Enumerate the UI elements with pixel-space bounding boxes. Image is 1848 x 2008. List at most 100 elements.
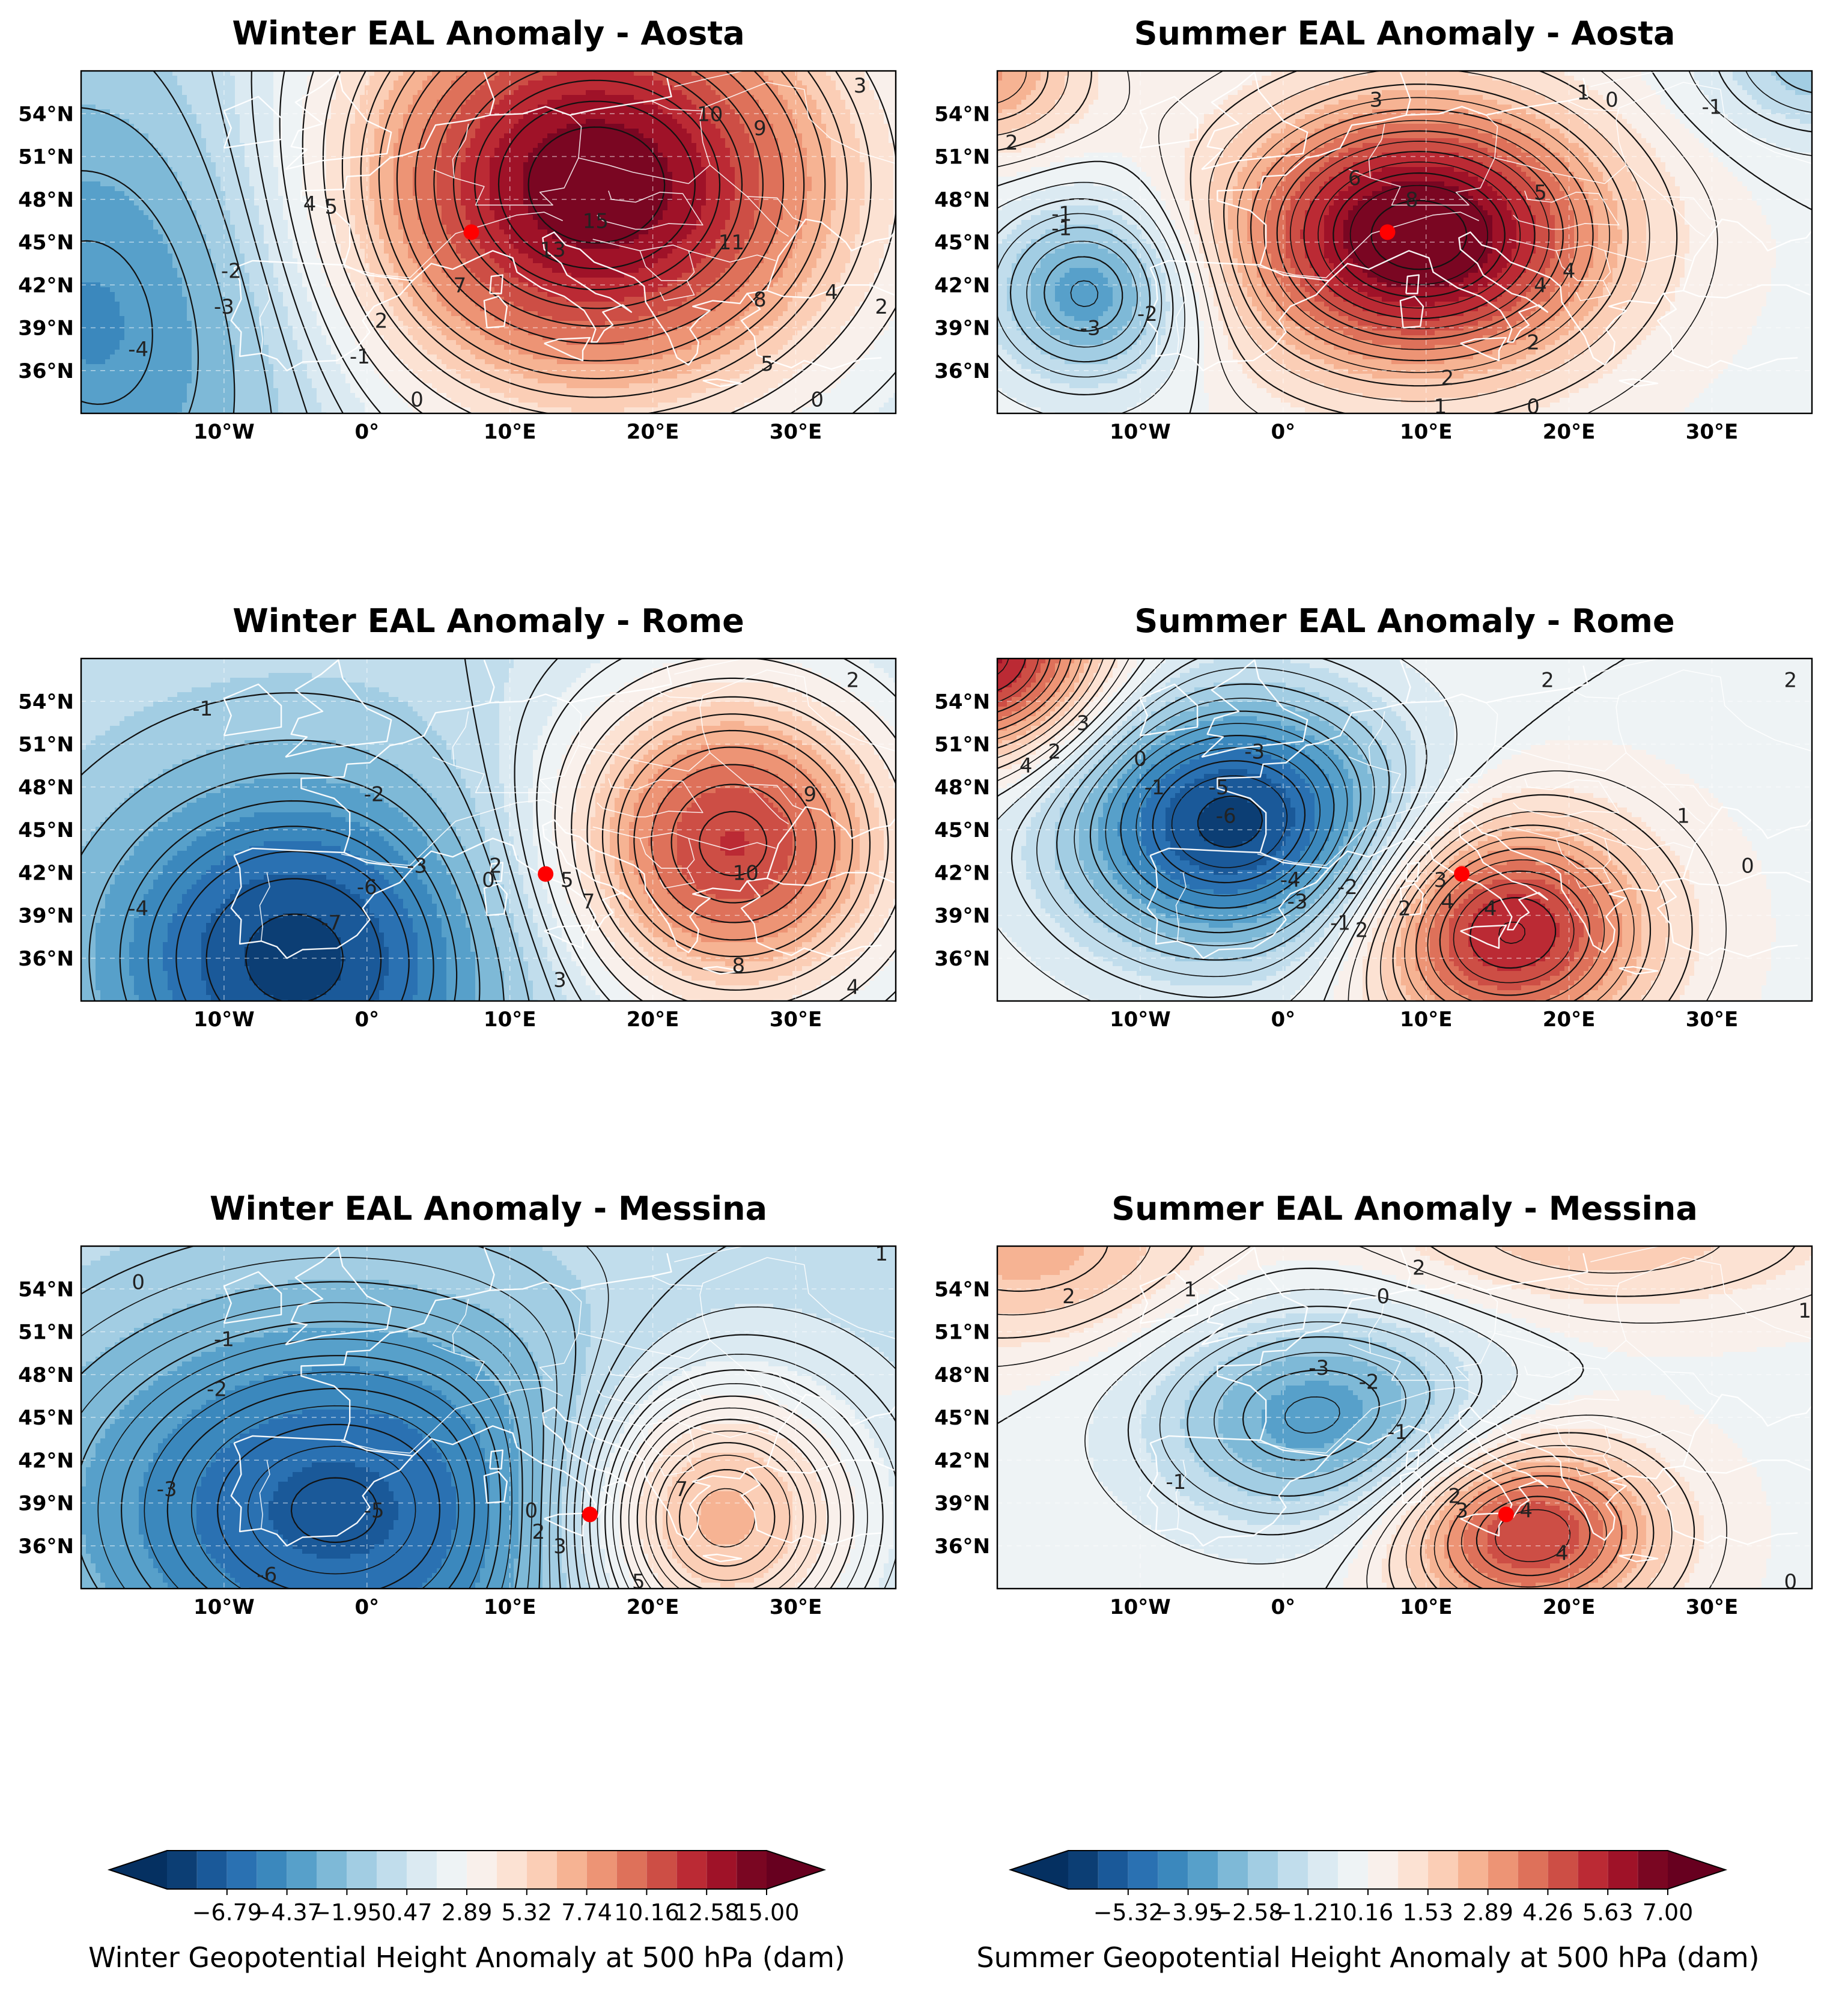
contour-label: 0 [1527, 395, 1540, 419]
contour-label: -7 [321, 911, 341, 935]
contour-fill [997, 1246, 1815, 1593]
contour-label: 3 [553, 1535, 567, 1559]
contour-label: -2 [221, 260, 242, 284]
contour-label: -4 [128, 897, 148, 921]
contour-label: 8 [753, 288, 767, 312]
colorbar-swatch [1458, 1851, 1488, 1889]
contour-label: 3 [1455, 1498, 1468, 1523]
colorbar-swatch [646, 1851, 676, 1889]
contour-fill [81, 1246, 899, 1593]
station-marker [538, 866, 553, 882]
colorbar-swatch [1488, 1851, 1518, 1889]
panel-title: Summer EAL Anomaly - Rome [1134, 602, 1674, 640]
contour-label: 2 [1784, 669, 1797, 693]
colorbar-swatch [437, 1851, 467, 1889]
x-tick-label: 0° [354, 1595, 379, 1619]
y-tick-label: 54°N [18, 690, 74, 714]
contour-label: 0 [1376, 1285, 1390, 1309]
contour-label: -5 [364, 1498, 384, 1523]
colorbar-tick-label: 4.26 [1522, 1899, 1573, 1926]
contour-label: -6 [1216, 804, 1236, 828]
colorbar-tick-label: 2.89 [442, 1899, 493, 1926]
y-tick-label: 48°N [934, 1363, 990, 1387]
x-tick-label: 30°E [1686, 1008, 1739, 1032]
y-tick-label: 39°N [934, 317, 990, 341]
contour-label: 13 [540, 238, 565, 262]
colorbar-swatch [197, 1851, 227, 1889]
y-tick-label: 48°N [934, 776, 990, 800]
x-tick-label: 30°E [770, 1595, 822, 1619]
x-tick-label: 0° [1271, 1595, 1295, 1619]
y-tick-label: 42°N [934, 861, 990, 885]
contour-label: 4 [1441, 890, 1454, 914]
colorbar-swatch [1518, 1851, 1548, 1889]
colorbar-tick-label: 0.16 [1343, 1899, 1394, 1926]
y-tick-label: 36°N [18, 947, 74, 971]
colorbar-swatch [676, 1851, 707, 1889]
contour-label: 2 [846, 669, 860, 693]
y-tick-label: 36°N [934, 947, 990, 971]
contour-label: 2 [1541, 669, 1554, 693]
colorbar-tick-label: 10.16 [614, 1899, 679, 1926]
colorbar-swatch [257, 1851, 287, 1889]
colorbar-extend-min [1011, 1851, 1068, 1889]
y-tick-label: 39°N [934, 904, 990, 928]
y-tick-label: 51°N [934, 733, 990, 757]
x-tick-label: 10°W [1110, 1008, 1171, 1032]
contour-label: 5 [324, 195, 338, 219]
colorbar-swatch [317, 1851, 347, 1889]
contour-label: 0 [1605, 88, 1619, 112]
colorbar-extend-max [1668, 1851, 1725, 1889]
contour-label: 1 [1677, 804, 1690, 828]
contour-fill [81, 71, 899, 418]
panel-title: Winter EAL Anomaly - Rome [233, 602, 744, 640]
contour-label: -3 [1080, 317, 1101, 341]
contour-label: 4 [1519, 1498, 1533, 1523]
contour-label: 4 [1020, 754, 1033, 778]
colorbar-swatch [1428, 1851, 1458, 1889]
colorbar-swatch [497, 1851, 527, 1889]
colorbar-swatch [1248, 1851, 1278, 1889]
contour-label: 10 [733, 861, 759, 885]
colorbar-swatch [557, 1851, 587, 1889]
contour-label: -1 [1051, 216, 1072, 240]
colorbar-swatch [527, 1851, 557, 1889]
colorbar-tick-label: −1.21 [1273, 1899, 1343, 1926]
station-marker [1498, 1507, 1514, 1523]
contour-label: 1 [1184, 1277, 1197, 1301]
colorbar-swatch [1338, 1851, 1368, 1889]
contour-label: 3 [1370, 88, 1383, 112]
y-tick-label: 54°N [18, 102, 74, 126]
y-tick-label: 42°N [18, 273, 74, 297]
x-tick-label: 30°E [1686, 420, 1739, 444]
contour-label: 5 [632, 1570, 645, 1594]
colorbar-swatch [227, 1851, 257, 1889]
contour-label: 0 [1134, 747, 1147, 771]
x-tick-label: 20°E [627, 1008, 679, 1032]
contour-label: 9 [753, 117, 767, 141]
colorbar-tick-label: 15.00 [734, 1899, 800, 1926]
x-tick-label: 30°E [770, 1008, 822, 1032]
contour-label: 2 [375, 309, 388, 333]
contour-label: 2 [1355, 918, 1369, 942]
map-panel-winter-rome: Winter EAL Anomaly - Rome-1-2-3-4-6-7025… [18, 602, 910, 1032]
y-tick-label: 45°N [934, 818, 990, 842]
contour-label: -1 [350, 345, 370, 369]
contour-label: -3 [1287, 890, 1308, 914]
x-tick-label: 10°W [1110, 420, 1171, 444]
colorbar-swatch [1158, 1851, 1188, 1889]
y-tick-label: 36°N [934, 359, 990, 383]
x-tick-label: 10°W [1110, 1595, 1171, 1619]
colorbar-extend-min [109, 1851, 167, 1889]
contour-label: -1 [1702, 95, 1722, 119]
contour-label: 5 [1534, 181, 1547, 205]
colorbar-swatch [1578, 1851, 1608, 1889]
contour-label: -1 [1166, 1470, 1186, 1494]
contour-label: 0 [410, 388, 424, 412]
colorbar-swatch [287, 1851, 317, 1889]
colorbar-tick-label: 7.00 [1643, 1899, 1694, 1926]
x-tick-label: 0° [1271, 420, 1295, 444]
